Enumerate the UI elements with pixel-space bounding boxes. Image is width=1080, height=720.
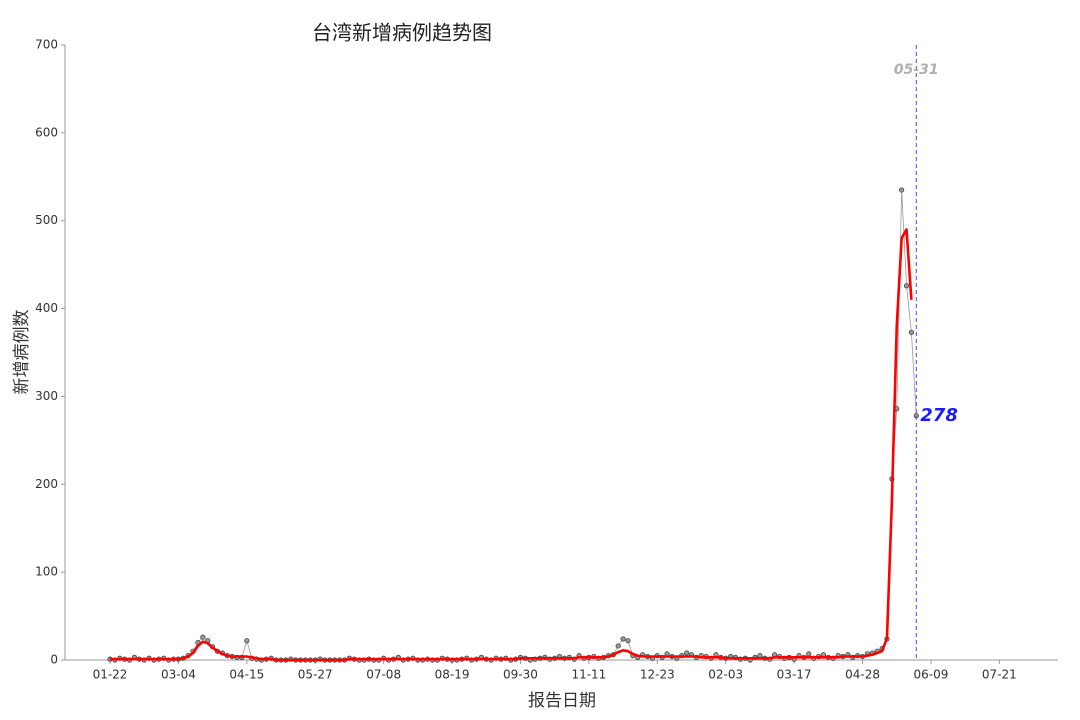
x-tick-label: 07-21 [982,668,1017,682]
data-point [244,638,250,644]
y-tick-label: 100 [35,565,58,579]
x-axis-title: 报告日期 [528,691,596,711]
x-tick-label: 02-03 [708,668,743,682]
last-value-label: 278 [920,405,958,426]
y-tick-label: 500 [35,213,58,227]
x-tick-label: 07-08 [366,668,401,682]
x-tick-label: 12-23 [640,668,675,682]
x-tick-label: 11-11 [571,668,606,682]
data-point [908,329,915,335]
y-tick-label: 300 [35,389,58,403]
y-axis-title: 新增病例数 [12,310,32,395]
connector-line [109,189,917,661]
data-point [620,636,626,642]
x-tick-label: 04-15 [229,668,264,682]
data-point [200,634,206,640]
y-tick-label: 700 [35,38,58,52]
data-point [903,283,910,289]
data-point [615,643,621,649]
x-tick-label: 05-27 [298,668,333,682]
reference-label: 05-31 [894,62,939,78]
y-tick-label: 600 [35,125,58,139]
y-tick-label: 400 [35,301,58,315]
y-tick-label: 0 [50,653,58,667]
x-tick-label: 08-19 [435,668,470,682]
x-tick-label: 04-28 [845,668,880,682]
x-tick-label: 09-30 [503,668,538,682]
data-point [806,651,812,657]
data-point [625,638,631,644]
data-point [899,187,905,193]
smoothed-line [110,228,913,662]
y-tick-label: 200 [35,477,58,491]
x-tick-label: 03-04 [161,668,196,682]
chart-title: 台湾新增病例趋势图 [312,21,492,45]
data-point [684,650,690,656]
x-tick-label: 01-22 [93,668,128,682]
x-tick-label: 06-09 [914,668,949,682]
x-tick-label: 03-17 [777,668,812,682]
